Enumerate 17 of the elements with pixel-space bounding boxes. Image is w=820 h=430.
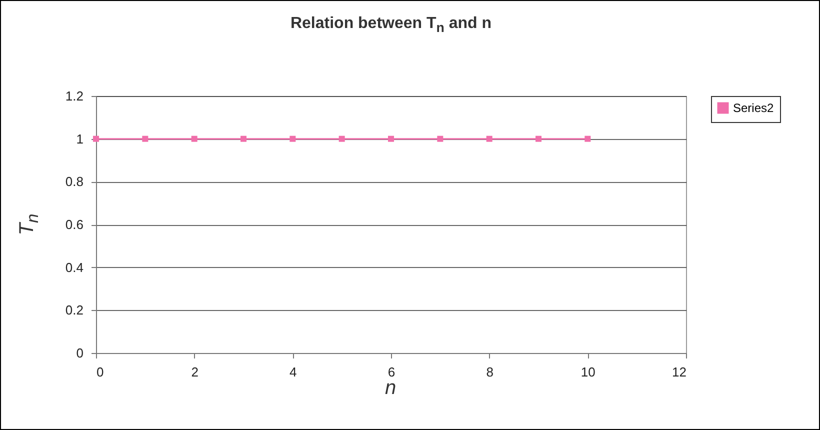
y-tick-label: 0.2	[65, 302, 84, 318]
y-tick-label: 1	[76, 131, 84, 146]
y-tick-label: 0.8	[65, 174, 84, 190]
y-tick-label: 1.2	[65, 88, 84, 104]
x-tick-label: 8	[486, 364, 494, 380]
x-tick-label: 4	[290, 364, 297, 380]
x-tick-label: 0	[96, 364, 104, 380]
x-tick-label: 6	[388, 364, 396, 380]
y-tick-label: 0.6	[65, 217, 84, 232]
x-tick-label: 2	[191, 364, 198, 380]
y-tick-label: 0	[76, 346, 84, 360]
x-axis-title: n	[385, 377, 396, 400]
y-tick-label: 0.4	[65, 260, 84, 275]
x-tick-label: 12	[672, 364, 686, 380]
legend-label: Series2	[733, 101, 774, 115]
x-tick-label: 10	[580, 364, 596, 380]
chart-title: Relation between T$_{n}$ and n	[290, 15, 492, 36]
